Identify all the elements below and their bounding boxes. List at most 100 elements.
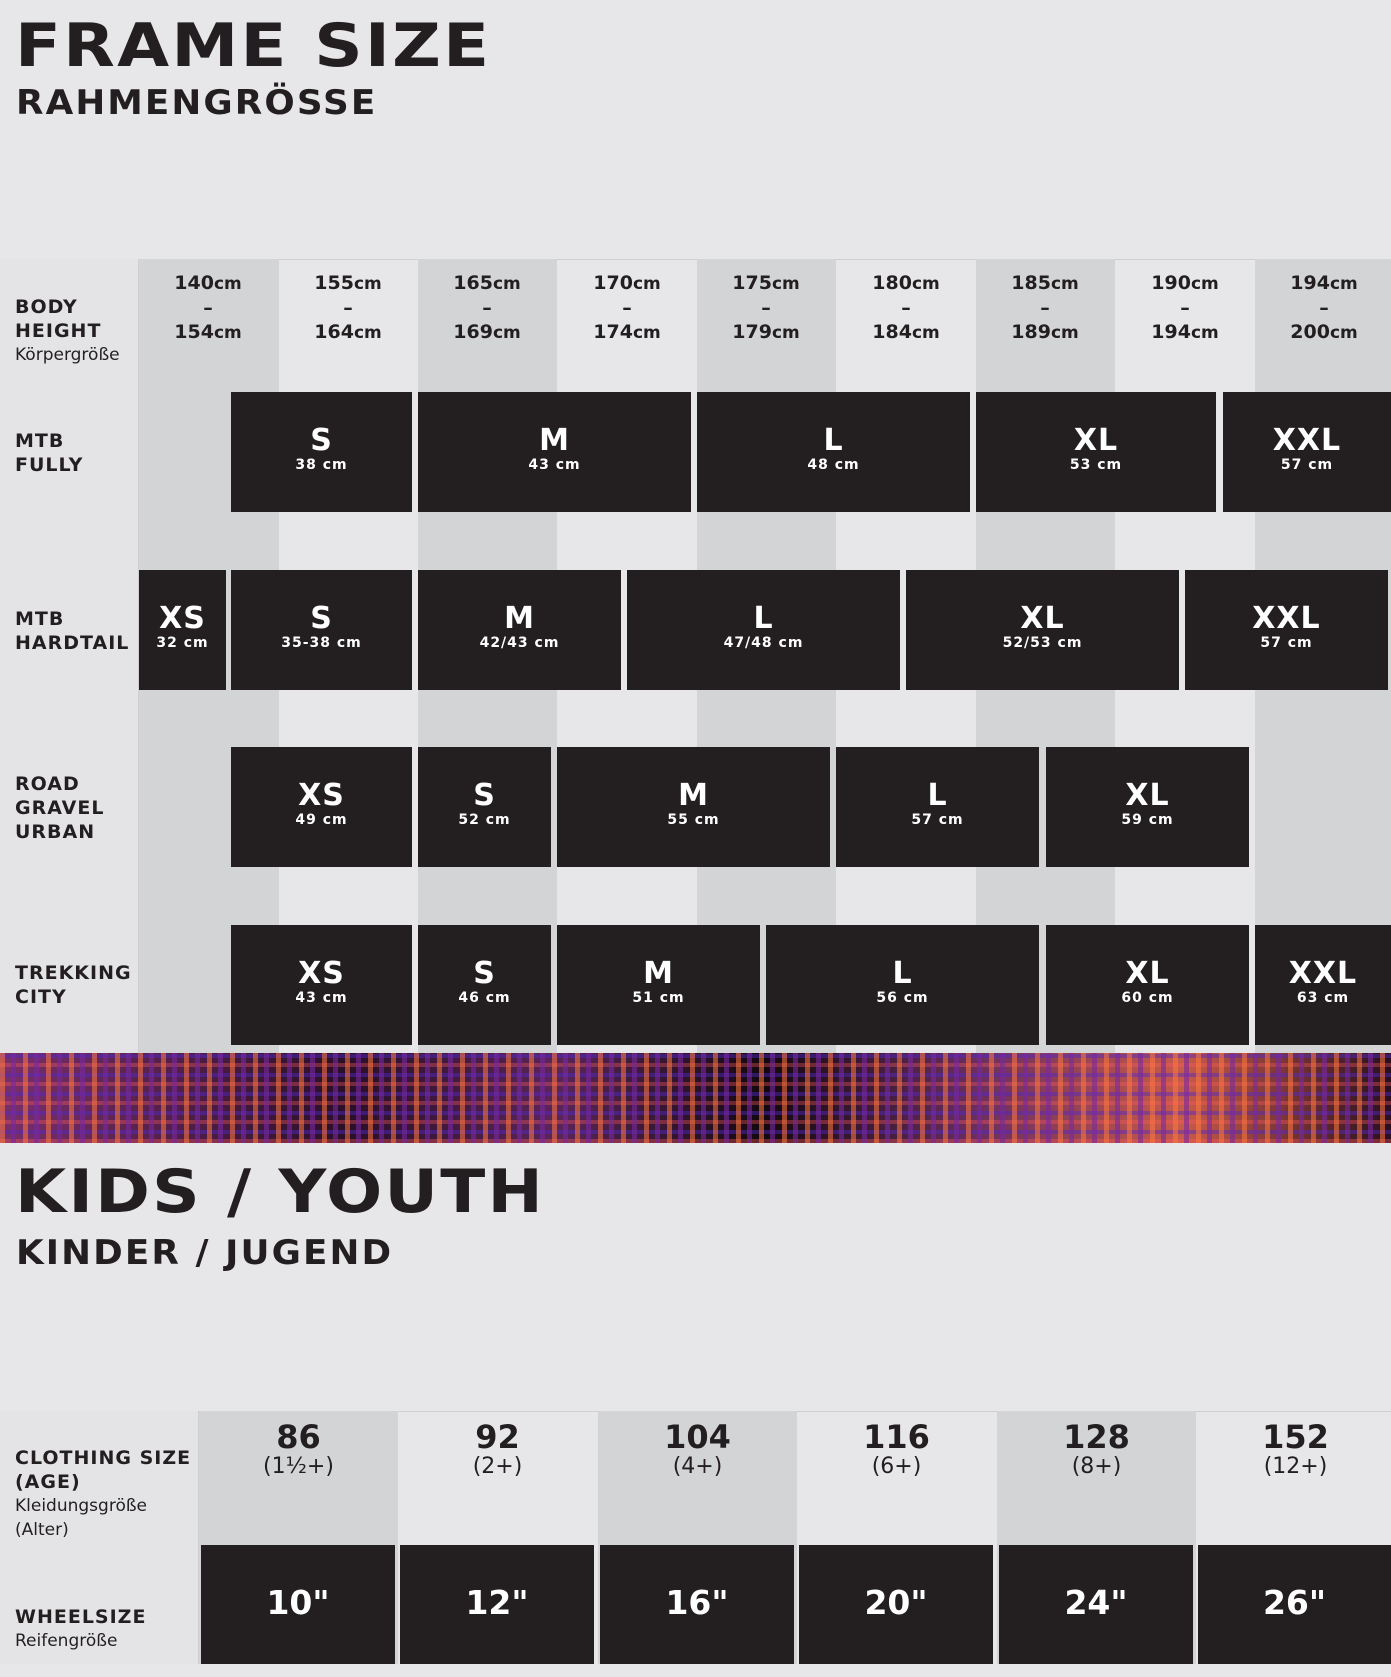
frame-size-cm: 60 cm [1121,990,1174,1006]
kids-label-column [0,1411,199,1664]
frame-size-cm: 47/48 cm [723,635,804,651]
frame-size-box: S 52 cm [418,747,551,867]
frame-size-cm: 43 cm [528,457,581,473]
frame-size-letter: XS [298,956,345,991]
frame-size-letter: L [823,423,844,458]
frame-size-letter: XXL [1272,423,1342,458]
frame-size-letter: XXL [1288,956,1358,991]
wheelsize-box: 16" [600,1545,794,1664]
frame-size-box: XS 49 cm [231,747,412,867]
frame-size-box: XS 43 cm [231,925,412,1045]
decorative-noise-band [0,1053,1391,1143]
row-label-mtb-fully: MTB FULLY [15,430,84,476]
frame-size-cm: 59 cm [1121,812,1174,828]
frame-size-cm: 57 cm [1280,457,1334,473]
height-range-header: 170cm –174cm [593,272,661,343]
wheelsize-box: 12" [400,1545,594,1664]
frame-size-box: XXL 57 cm [1185,570,1388,690]
frame-size-cm: 46 cm [458,990,511,1006]
row-label-mtb-hardtail: MTB HARDTAIL [15,608,130,654]
frame-size-letter: XS [298,778,345,813]
page-subtitle: RAHMENGRÖSSE [16,83,378,123]
frame-size-letter: L [927,778,948,813]
clothing-size-header: 128 (8+) [1063,1418,1130,1479]
frame-size-cm: 52/53 cm [1002,635,1083,651]
frame-size-box: XL 60 cm [1046,925,1249,1045]
frame-size-letter: M [504,601,535,636]
clothing-size-header: 86 (1½+) [263,1418,334,1479]
frame-size-cm: 38 cm [295,457,348,473]
row-label-column [0,259,139,1053]
frame-size-letter: M [539,423,570,458]
frame-size-box: XS 32 cm [139,570,226,690]
clothing-size-header: 104 (4+) [664,1418,731,1479]
frame-size-letter: M [643,956,674,991]
frame-size-box: S 38 cm [231,392,412,512]
frame-size-box: M 42/43 cm [418,570,621,690]
row-label-trekking-city: TREKKING CITY [15,962,132,1008]
wheelsize-box: 10" [201,1545,395,1664]
clothing-size-header: 152 (12+) [1262,1418,1329,1479]
wheelsize-sublabel: Reifengröße [15,1631,118,1651]
frame-size-letter: XL [1073,423,1119,458]
row-label-road-gravel-urban: ROAD GRAVEL URBAN [15,773,105,843]
wheelsize-box: 26" [1198,1545,1391,1664]
frame-size-box: S 46 cm [418,925,551,1045]
frame-size-cm: 49 cm [295,812,348,828]
frame-size-box: XXL 63 cm [1255,925,1391,1045]
wheelsize-label: WHEELSIZE Reifengröße [15,1606,147,1651]
clothing-size-header: 116 (6+) [863,1418,930,1479]
frame-size-cm: 42/43 cm [479,635,560,651]
frame-size-letter: L [892,956,913,991]
frame-size-letter: S [473,778,496,813]
frame-size-box: L 56 cm [766,925,1039,1045]
frame-size-cm: 51 cm [632,990,685,1006]
frame-size-box: L 47/48 cm [627,570,900,690]
frame-size-cm: 35-38 cm [281,635,362,651]
clothing-size-sublabel: Kleidungsgröße (Alter) [15,1496,148,1540]
body-height-label: BODY HEIGHT Körpergröße [15,296,120,365]
frame-size-box: S 35-38 cm [231,570,412,690]
height-range-header: 175cm –179cm [732,272,800,343]
frame-size-cm: 43 cm [295,990,348,1006]
height-range-header: 155cm –164cm [314,272,382,343]
frame-size-cm: 56 cm [876,990,929,1006]
frame-size-letter: XL [1125,956,1170,991]
frame-size-letter: XL [1020,601,1065,636]
frame-size-letter: M [678,778,709,813]
frame-size-cm: 57 cm [1260,635,1313,651]
frame-size-box: XL 59 cm [1046,747,1249,867]
wheelsize-box: 24" [999,1545,1193,1664]
body-height-sublabel: Körpergröße [15,345,120,365]
frame-size-box: L 57 cm [836,747,1039,867]
frame-size-box: L 48 cm [697,392,970,512]
frame-size-letter: XXL [1252,601,1321,636]
height-range-header: 185cm –189cm [1011,272,1079,343]
frame-size-letter: XL [1125,778,1170,813]
height-range-header: 194cm –200cm [1290,272,1358,343]
clothing-size-label: CLOTHING SIZE (AGE) Kleidungsgröße (Alte… [15,1447,192,1540]
height-range-header: 165cm –169cm [453,272,521,343]
frame-size-letter: XS [159,601,206,636]
height-range-header: 190cm –194cm [1151,272,1219,343]
frame-size-letter: S [310,423,333,458]
height-range-header: 140cm –154cm [174,272,242,343]
frame-size-cm: 53 cm [1069,457,1123,473]
frame-size-box: M 51 cm [557,925,760,1045]
frame-size-box: M 55 cm [557,747,830,867]
kids-title: KIDS / YOUTH [15,1157,545,1227]
kids-subtitle: KINDER / JUGEND [16,1233,394,1273]
frame-size-cm: 57 cm [911,812,964,828]
wheelsize-box: 20" [799,1545,993,1664]
frame-size-box: XL 52/53 cm [906,570,1179,690]
clothing-size-header: 92 (2+) [472,1418,523,1479]
height-range-header: 180cm –184cm [872,272,940,343]
frame-size-cm: 52 cm [458,812,511,828]
frame-size-cm: 63 cm [1296,990,1350,1006]
frame-size-letter: L [753,601,774,636]
frame-size-box: XL 53 cm [976,392,1216,512]
frame-size-box: M 43 cm [418,392,691,512]
page-title: FRAME SIZE [15,11,492,81]
frame-size-cm: 55 cm [667,812,720,828]
frame-size-cm: 48 cm [807,457,860,473]
